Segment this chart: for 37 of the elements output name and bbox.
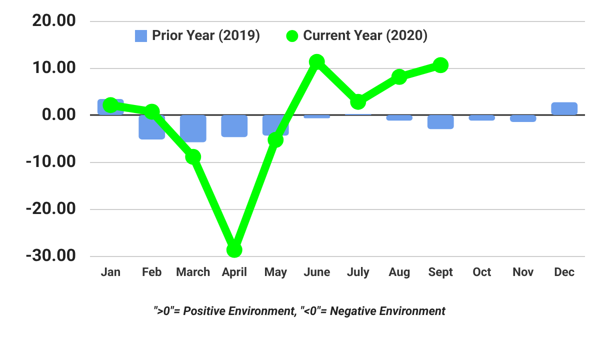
x-tick-label: Jan xyxy=(100,265,121,279)
y-tick-label: -30.00 xyxy=(25,246,76,266)
point xyxy=(432,57,449,74)
point xyxy=(268,132,284,148)
bar xyxy=(221,115,248,138)
x-tick-label: June xyxy=(304,265,331,279)
bar xyxy=(386,115,413,121)
y-tick-label: 0.00 xyxy=(42,105,76,125)
x-tick-label: April xyxy=(222,265,248,279)
x-tick-label: Aug xyxy=(388,265,410,279)
point xyxy=(308,54,325,70)
x-tick-label: March xyxy=(176,265,210,279)
bar xyxy=(551,102,578,115)
point xyxy=(144,104,160,120)
x-tick-label: Sept xyxy=(428,265,453,279)
x-tick-label: Dec xyxy=(554,265,575,279)
legend-label: Prior Year (2019) xyxy=(152,28,260,44)
x-tick-label: July xyxy=(346,265,370,279)
y-tick-label: -10.00 xyxy=(25,152,76,172)
x-tick-label: Oct xyxy=(472,265,492,279)
bar xyxy=(510,115,536,122)
y-tick-label: 10.00 xyxy=(32,58,76,78)
point xyxy=(391,68,408,85)
text: ">0"= Positive Environment, "<0"= Negative Environment xyxy=(154,304,447,318)
x-tick-label: Feb xyxy=(142,265,162,279)
x-tick-label: May xyxy=(264,265,288,279)
point xyxy=(102,97,119,114)
y-tick-label: 20.00 xyxy=(32,11,76,31)
point xyxy=(350,94,366,110)
bar xyxy=(427,115,454,130)
point xyxy=(185,148,202,165)
bar xyxy=(304,115,330,118)
bar xyxy=(468,115,496,121)
x-tick-label: Nov xyxy=(512,265,534,279)
legend-label: Current Year (2020) xyxy=(303,28,428,44)
bar xyxy=(180,115,206,142)
y-tick-label: -20.00 xyxy=(25,199,76,219)
